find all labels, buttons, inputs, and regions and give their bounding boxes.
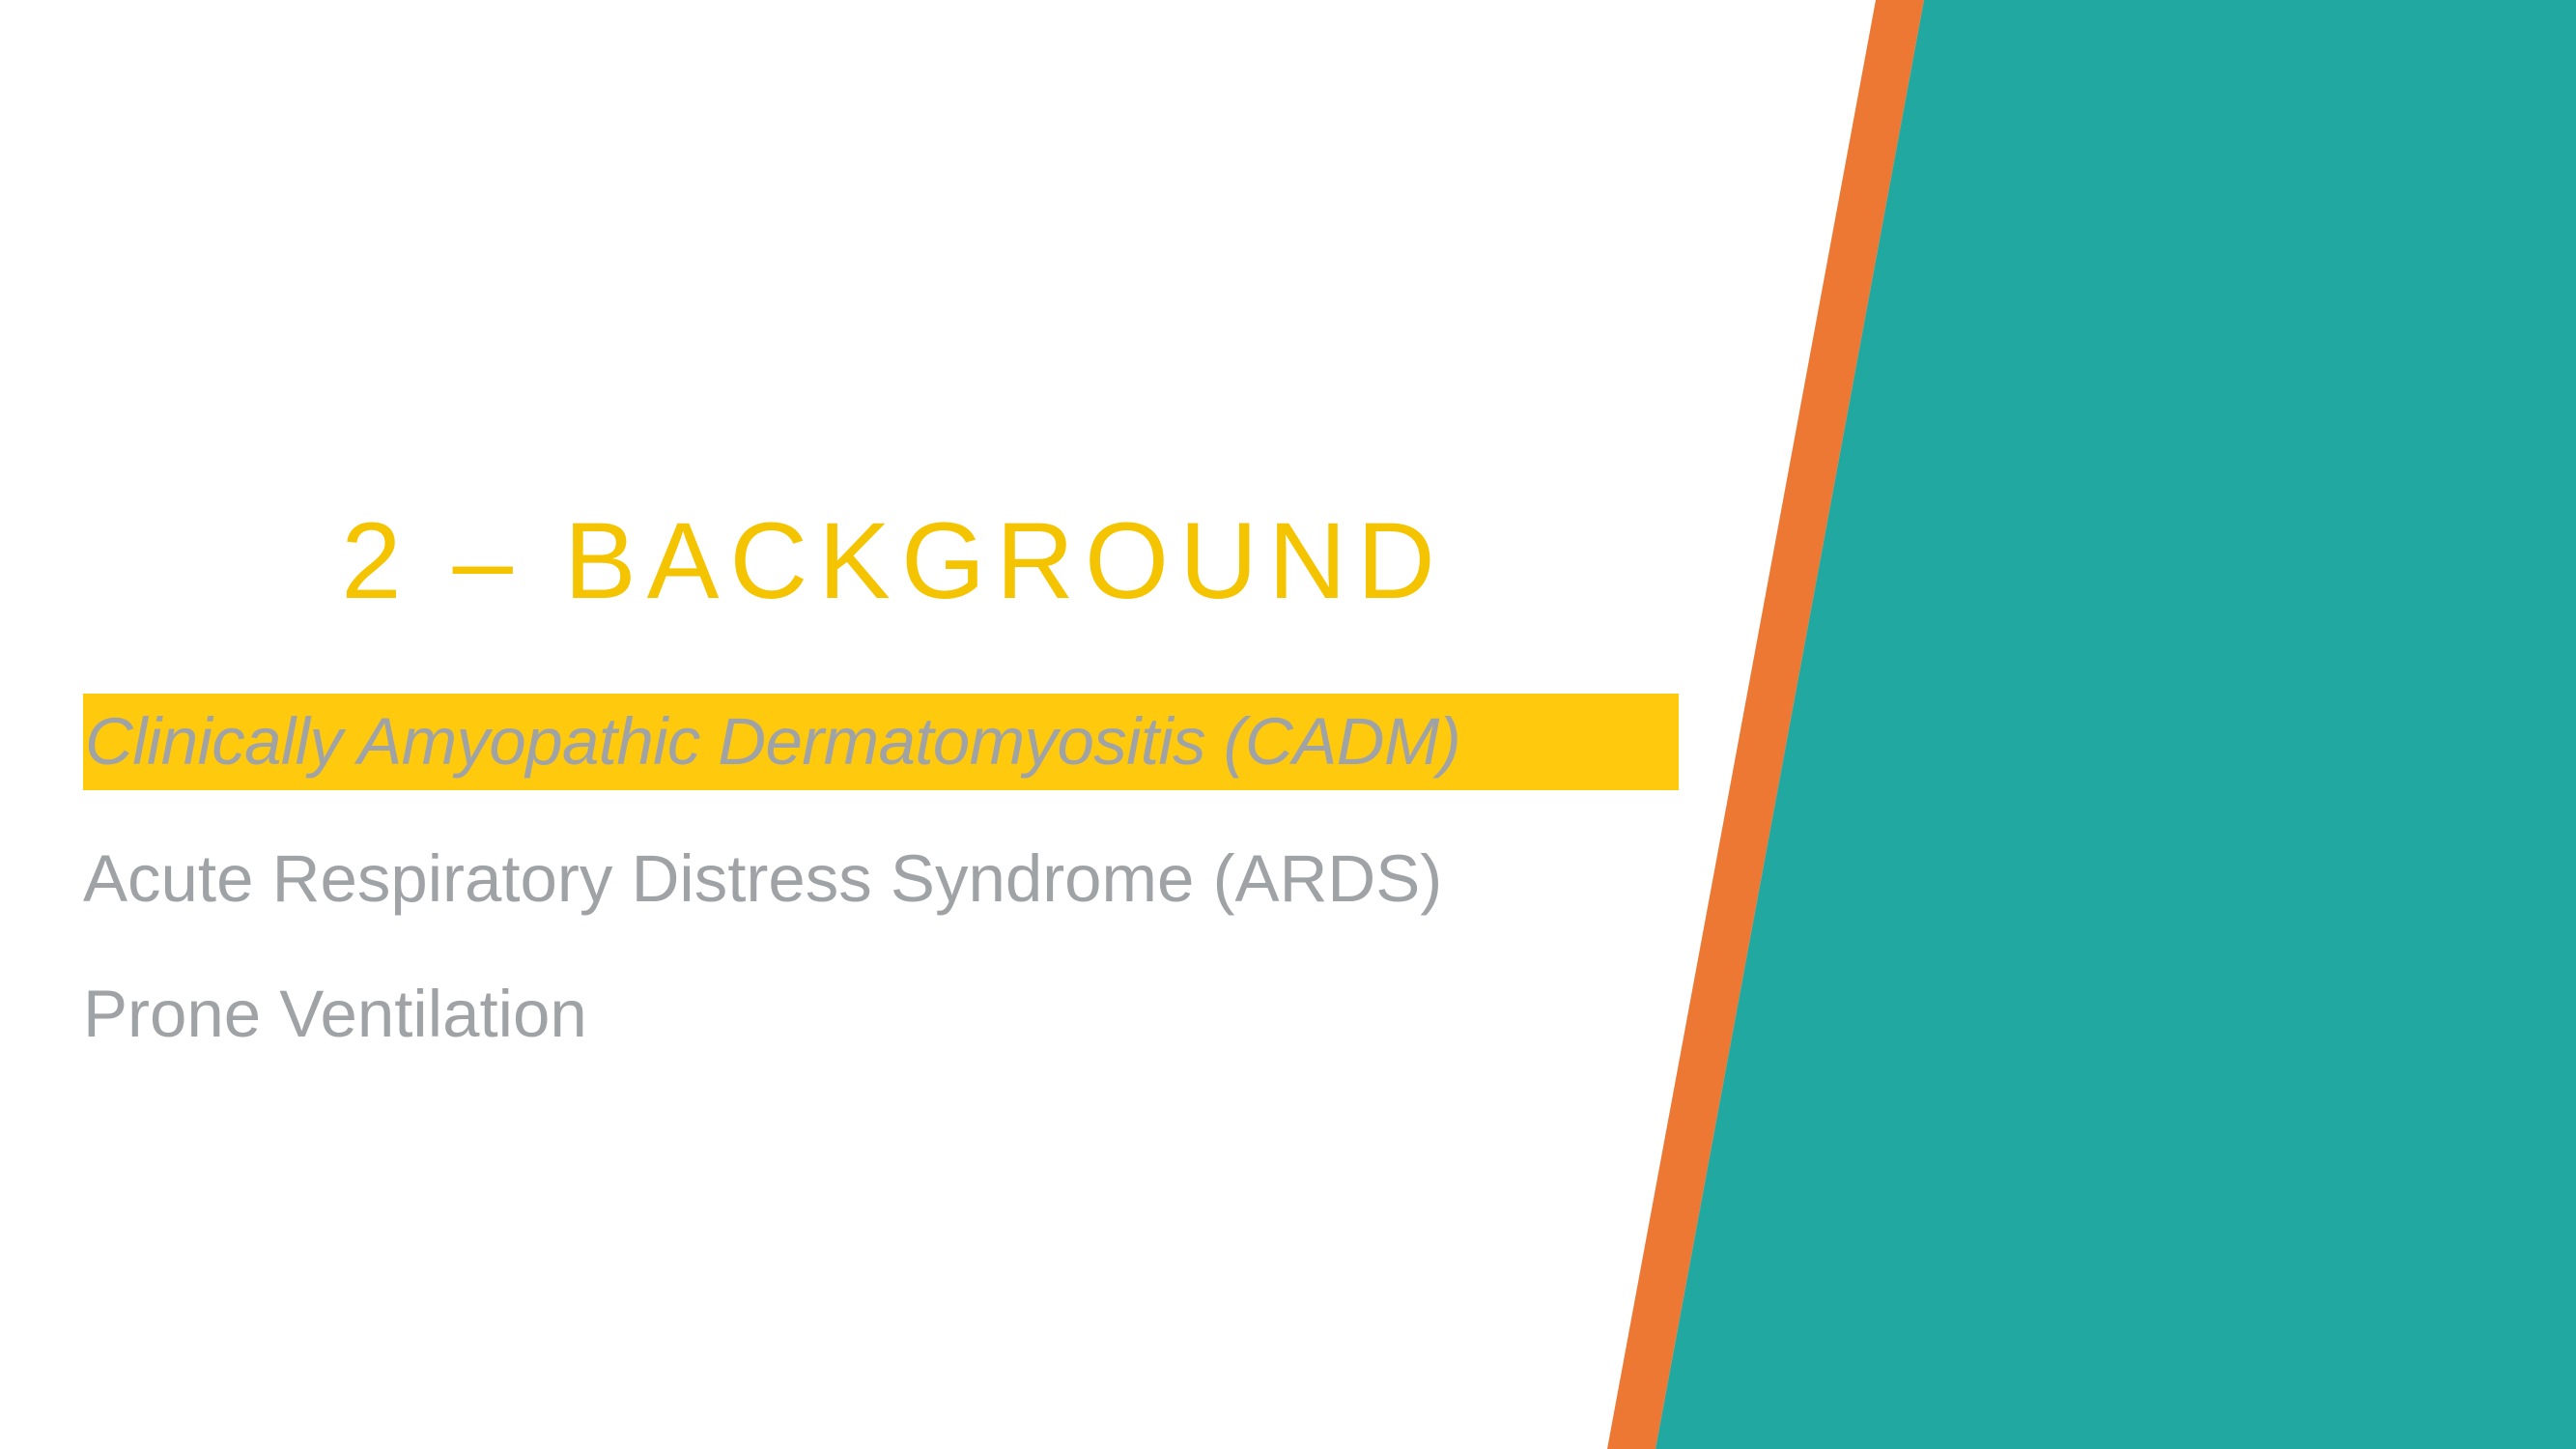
slide-title: 2 – BACKGROUND (341, 500, 1446, 621)
teal-panel (1656, 0, 2576, 1449)
bullet-ards: Acute Respiratory Distress Syndrome (ARD… (83, 841, 1443, 916)
orange-accent-stripe (1607, 0, 1924, 1449)
bullet-prone-ventilation: Prone Ventilation (83, 977, 587, 1051)
bullet-cadm: Clinically Amyopathic Dermatomyositis (C… (83, 694, 1679, 790)
